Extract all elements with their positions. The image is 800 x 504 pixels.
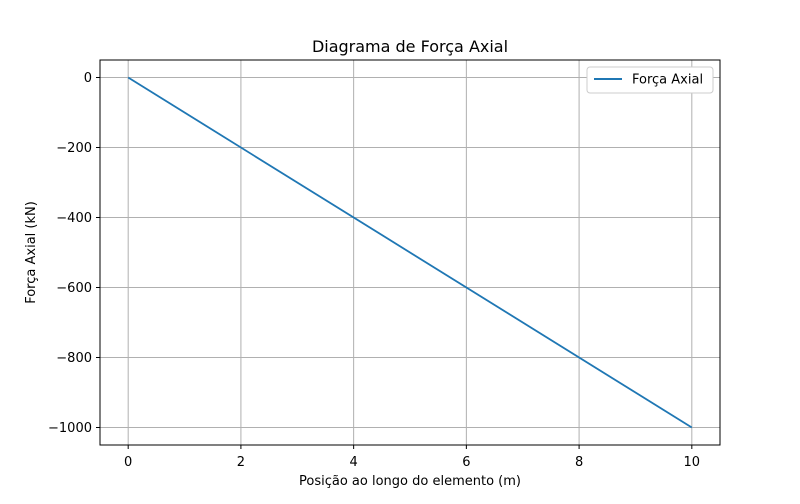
chart-title: Diagrama de Força Axial [312, 37, 508, 56]
y-tick-label: −200 [56, 141, 92, 156]
x-tick-label: 2 [237, 455, 245, 470]
y-tick-label: −1000 [48, 421, 92, 436]
x-tick-label: 4 [349, 455, 357, 470]
legend-frame [586, 66, 714, 94]
x-tick-label: 10 [684, 455, 701, 470]
y-tick-label: −800 [56, 351, 92, 366]
y-tick-label: −600 [56, 281, 92, 296]
x-tick-layer: 0 2 4 6 8 10 [124, 445, 700, 470]
y-tick-label: 0 [84, 71, 92, 86]
y-tick-label: −400 [56, 211, 92, 226]
x-axis-label: Posição ao longo do elemento (m) [299, 474, 521, 489]
plot-frame [99, 59, 721, 446]
x-tick-label: 0 [124, 455, 132, 470]
y-axis-label: Força Axial (kN) [24, 201, 39, 304]
x-tick-label: 8 [575, 455, 583, 470]
grid-layer [100, 60, 720, 445]
legend-label: Força Axial [632, 73, 703, 88]
legend: Força Axial [586, 66, 714, 94]
series-line-0 [127, 76, 693, 429]
series-layer [127, 76, 693, 429]
x-tick-label: 6 [462, 455, 470, 470]
y-tick-layer: 0 −200 −400 −600 −800 −1000 [48, 71, 100, 436]
